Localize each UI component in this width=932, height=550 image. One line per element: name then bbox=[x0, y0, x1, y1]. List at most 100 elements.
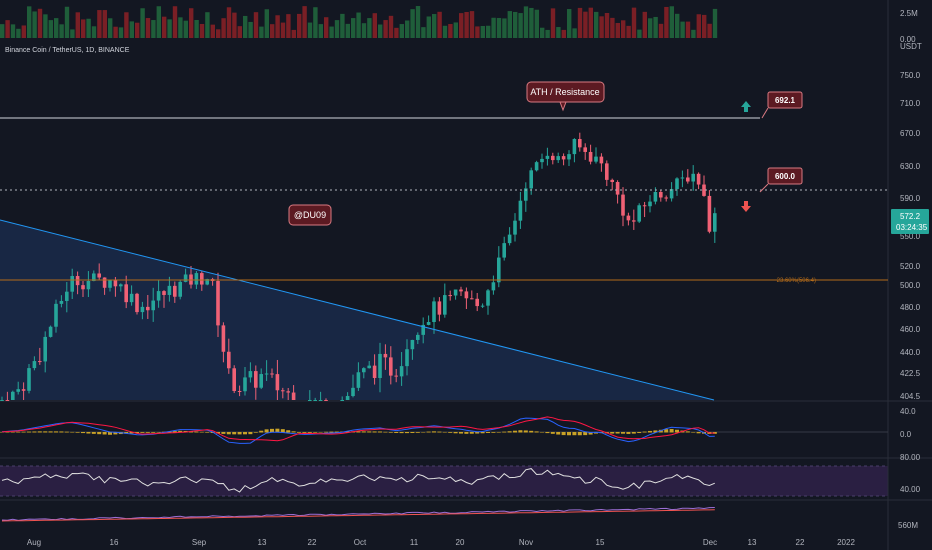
time-axis[interactable]: Aug 16 Sep 13 22 Oct 11 20 Nov 15 Dec 13 22 2022 bbox=[27, 538, 856, 547]
volume-bar bbox=[172, 6, 178, 38]
volume-bar bbox=[675, 13, 680, 39]
candle-body bbox=[65, 291, 69, 301]
macd-histogram-bar bbox=[0, 431, 4, 433]
macd-histogram-bar bbox=[21, 431, 26, 433]
volume-bar bbox=[583, 11, 588, 39]
fib-label: 23.60%(506.4) bbox=[777, 278, 816, 284]
volume-bar bbox=[205, 12, 210, 38]
macd-histogram-bar bbox=[135, 432, 139, 434]
candle-body bbox=[227, 351, 231, 369]
volume-bar bbox=[372, 13, 377, 38]
price-axis-label: 500.0 bbox=[900, 281, 921, 290]
candle-body bbox=[459, 289, 463, 292]
candle-body bbox=[102, 277, 107, 288]
volume-bar bbox=[221, 18, 226, 38]
macd-histogram-bar bbox=[426, 431, 431, 433]
macd-histogram-bar bbox=[10, 431, 15, 433]
candle-body bbox=[75, 276, 80, 286]
macd-histogram-bar bbox=[588, 432, 593, 435]
pane-separators[interactable] bbox=[0, 400, 932, 501]
volume-bar bbox=[151, 20, 156, 38]
volume-bar bbox=[421, 27, 426, 38]
candle-body bbox=[513, 220, 517, 235]
candle-body bbox=[497, 257, 501, 283]
volume-bar bbox=[118, 27, 124, 38]
volume-bar bbox=[653, 16, 658, 38]
macd-histogram-bar bbox=[513, 430, 517, 433]
candle-body bbox=[92, 273, 96, 281]
volume-bar bbox=[275, 15, 280, 38]
candle-body bbox=[648, 201, 652, 207]
obv-ma-line bbox=[1, 509, 715, 522]
volume-bar bbox=[302, 6, 307, 38]
macd-histogram-bar bbox=[172, 431, 177, 433]
macd-histogram-bar bbox=[534, 431, 539, 433]
volume-bar bbox=[432, 14, 437, 38]
descending-trendline[interactable] bbox=[0, 219, 715, 401]
candle-body bbox=[567, 154, 571, 160]
author-callout[interactable]: @DU09 bbox=[288, 204, 332, 226]
candle-body bbox=[637, 205, 641, 222]
macd-histogram-bar bbox=[545, 432, 550, 434]
volume-bar bbox=[502, 18, 507, 38]
volume-bar bbox=[334, 20, 340, 38]
volume-bar bbox=[378, 24, 383, 38]
target-up-callout[interactable]: 692.1 bbox=[761, 91, 803, 119]
volume-bar bbox=[626, 25, 631, 38]
candle-body bbox=[540, 158, 544, 163]
macd-histogram-bar bbox=[405, 432, 409, 434]
ath-callout[interactable]: ATH / Resistance bbox=[526, 81, 605, 112]
volume-bar bbox=[86, 18, 91, 38]
candle-body bbox=[237, 390, 242, 392]
macd-histogram-bar bbox=[345, 431, 350, 433]
macd-histogram-bar bbox=[210, 432, 215, 434]
target-down-callout[interactable]: 600.0 bbox=[759, 167, 803, 193]
volume-bar bbox=[226, 7, 232, 39]
candle-body bbox=[54, 303, 58, 327]
macd-histogram-bar bbox=[97, 432, 102, 435]
volume-bar bbox=[37, 8, 43, 38]
macd-histogram-bar bbox=[151, 432, 156, 433]
macd-histogram-bar bbox=[437, 431, 442, 433]
candle-body bbox=[70, 276, 74, 292]
candle-body bbox=[572, 139, 577, 155]
macd-histogram-bar bbox=[264, 429, 269, 433]
macd-histogram-bar bbox=[302, 432, 307, 433]
volume-bar bbox=[97, 10, 102, 39]
candle-body bbox=[308, 400, 312, 401]
macd-histogram-bar bbox=[86, 432, 91, 434]
volume-bar bbox=[415, 6, 421, 38]
macd-histogram-bar bbox=[664, 429, 669, 433]
volume-bar bbox=[318, 24, 323, 38]
candle-body bbox=[270, 373, 274, 375]
candle-body bbox=[362, 368, 366, 373]
macd-histogram-bar bbox=[675, 429, 679, 433]
volume-bar bbox=[691, 29, 696, 38]
candle-body bbox=[86, 280, 91, 290]
macd-histogram-bar bbox=[102, 432, 107, 435]
price-axis-label: 460.0 bbox=[900, 325, 921, 334]
macd-histogram-bar bbox=[507, 431, 512, 433]
last-price-tag[interactable]: 572.2 03:24:35 bbox=[891, 209, 929, 234]
macd-histogram-bar bbox=[59, 431, 64, 433]
volume-bar bbox=[615, 22, 620, 38]
candle-body bbox=[156, 291, 161, 301]
candle-body bbox=[707, 195, 712, 232]
macd-histogram-bar bbox=[237, 432, 242, 435]
candle-body bbox=[399, 366, 404, 377]
volume-bar bbox=[135, 22, 140, 38]
candle-body bbox=[578, 139, 582, 148]
volume-bar bbox=[286, 14, 291, 39]
time-axis-label: 15 bbox=[596, 538, 605, 547]
volume-bar bbox=[594, 11, 599, 39]
volume-bar bbox=[534, 9, 539, 38]
macd-histogram-bar bbox=[540, 431, 544, 433]
price-axis[interactable]: 750.0 710.0 670.0 630.0 590.0 550.0 520.0 500.0… bbox=[900, 71, 921, 401]
macd-histogram-bar bbox=[329, 431, 334, 433]
volume-bar bbox=[70, 29, 75, 38]
macd-histogram-bar bbox=[469, 432, 474, 434]
volume-bar bbox=[459, 13, 464, 39]
candle-body bbox=[351, 387, 355, 397]
macd-histogram-bar bbox=[453, 432, 458, 434]
